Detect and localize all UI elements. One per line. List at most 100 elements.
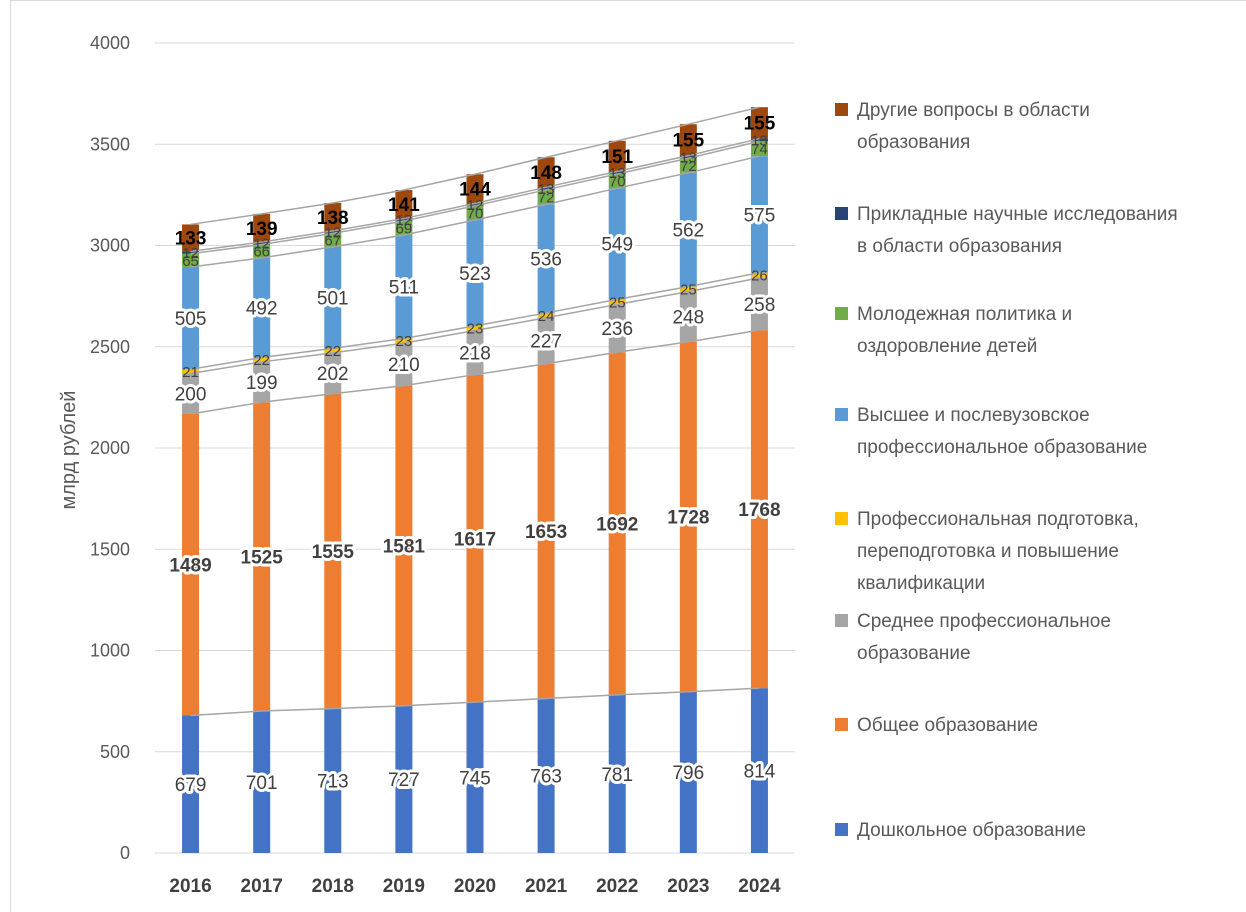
legend-label: профессиональное образование xyxy=(857,437,1147,458)
legend-label: оздоровление детей xyxy=(857,336,1037,357)
bar-segment xyxy=(253,242,271,245)
legend-item: Другие вопросы в области образования xyxy=(835,100,1090,153)
bars xyxy=(182,107,768,853)
bar-segment xyxy=(537,187,555,190)
legend-item: Общее образование xyxy=(835,715,1038,736)
legend-label: Высшее и послевузовское xyxy=(857,405,1090,426)
bar-segment xyxy=(253,244,271,258)
data-label: 202 xyxy=(317,364,349,385)
data-label: 1581 xyxy=(383,537,426,558)
data-label: 12 xyxy=(253,236,270,253)
bar-segment xyxy=(182,413,200,716)
series-line xyxy=(190,137,760,253)
bar-segment xyxy=(395,234,413,339)
data-label: 511 xyxy=(389,278,419,299)
data-label: 701 xyxy=(246,773,278,794)
bar-segment xyxy=(466,325,484,331)
bar-segment xyxy=(253,711,271,853)
data-label: 25 xyxy=(609,294,626,311)
bar-segment xyxy=(750,156,768,273)
bar-segment xyxy=(182,369,200,374)
data-label: 138 xyxy=(317,208,349,229)
bar-segment xyxy=(324,393,342,709)
data-label: 25 xyxy=(680,282,697,299)
bar-segment xyxy=(324,246,342,349)
legend-swatch xyxy=(835,207,848,220)
data-label: 1768 xyxy=(738,500,780,521)
y-axis: 0 500 1000 1500 2000 2500 3000 3500 4000 xyxy=(90,33,130,863)
data-label: 1653 xyxy=(525,522,567,543)
data-label: 72 xyxy=(538,190,555,207)
bar-segment xyxy=(466,374,484,703)
data-label: 74 xyxy=(751,141,768,158)
data-label: 549 xyxy=(601,235,633,256)
bar-segment xyxy=(608,304,626,353)
bar-segment xyxy=(608,694,626,853)
data-label: 12 xyxy=(324,225,341,242)
data-label: 505 xyxy=(175,309,207,330)
data-label: 218 xyxy=(459,343,491,364)
x-tick-label: 2018 xyxy=(312,876,354,897)
data-label: 151 xyxy=(601,147,633,168)
x-tick-label: 2017 xyxy=(241,876,283,897)
bar-segment xyxy=(253,257,271,358)
bar-segment xyxy=(608,188,626,300)
legend-swatch xyxy=(835,512,848,525)
bar-segment xyxy=(182,373,200,414)
bar-segment xyxy=(324,348,342,353)
bar-segment xyxy=(253,402,271,712)
series-line xyxy=(190,106,760,226)
bar-segment xyxy=(395,218,413,221)
data-label: 22 xyxy=(253,352,270,369)
data-label: 210 xyxy=(388,355,420,376)
x-tick-label: 2016 xyxy=(169,876,211,897)
legend-item: Профессиональная подготовка, переподготов… xyxy=(835,509,1139,594)
legend-label: Профессиональная подготовка, xyxy=(857,509,1139,530)
bar-segment xyxy=(324,202,342,231)
data-label: 727 xyxy=(388,770,420,791)
data-label: 13 xyxy=(751,132,768,149)
series-line xyxy=(190,155,760,268)
data-label: 65 xyxy=(182,253,199,270)
bar-segment xyxy=(182,224,200,252)
data-label: 139 xyxy=(246,219,278,240)
legend-label: образование xyxy=(857,643,971,664)
series-line xyxy=(190,329,760,415)
bar-segment xyxy=(750,688,768,853)
data-label: 155 xyxy=(672,131,704,152)
data-label: 523 xyxy=(459,264,491,285)
series-line xyxy=(190,277,760,375)
data-label: 781 xyxy=(601,765,633,786)
data-label: 67 xyxy=(324,233,341,250)
bar-segment xyxy=(750,277,768,331)
y-tick-label: 500 xyxy=(100,742,130,762)
bar-segment xyxy=(395,338,413,344)
legend: Другие вопросы в области образования Прикл… xyxy=(835,100,1178,841)
data-label: 144 xyxy=(459,180,491,201)
data-label: 155 xyxy=(744,114,776,135)
data-label: 236 xyxy=(601,319,633,340)
data-label: 12 xyxy=(467,197,484,214)
bar-segment xyxy=(679,691,697,853)
bar-segment xyxy=(253,357,271,362)
y-tick-label: 0 xyxy=(120,843,130,863)
legend-label: Общее образование xyxy=(857,715,1038,736)
y-tick-label: 3500 xyxy=(90,134,130,154)
bar-segment xyxy=(537,317,555,364)
bar-segment xyxy=(679,124,697,156)
chart-frame xyxy=(10,0,1246,912)
bar-segment xyxy=(182,253,200,267)
data-label: 562 xyxy=(672,221,704,242)
y-tick-label: 1500 xyxy=(90,539,130,559)
x-tick-label: 2020 xyxy=(454,876,496,897)
bar-segment xyxy=(537,698,555,853)
data-labels: 6791489200215056512133701152519922492661… xyxy=(166,114,783,799)
data-label: 258 xyxy=(744,295,776,316)
bar-segment xyxy=(679,172,697,287)
data-label: 713 xyxy=(317,772,349,793)
data-label: 23 xyxy=(396,333,413,350)
x-tick-label: 2021 xyxy=(525,876,568,897)
x-tick-label: 2022 xyxy=(596,876,638,897)
data-label: 70 xyxy=(467,205,484,222)
data-label: 148 xyxy=(530,163,562,184)
